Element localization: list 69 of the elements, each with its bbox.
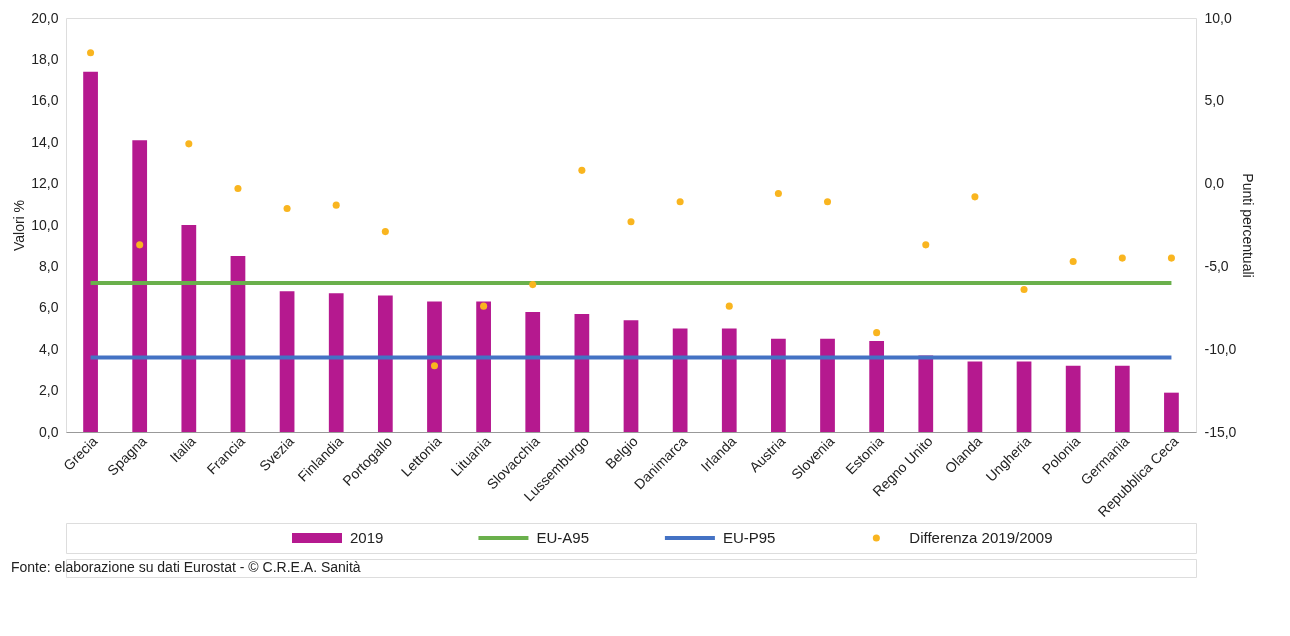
bar (525, 311, 541, 432)
bar (279, 291, 295, 432)
bar (1065, 365, 1081, 432)
bar (672, 328, 688, 432)
bar (377, 295, 393, 432)
point (823, 198, 832, 206)
bar (181, 225, 197, 432)
y-tick-label: 0,0 (39, 423, 59, 440)
legend-label: EU-A95 (536, 529, 589, 546)
point (774, 190, 782, 198)
point (136, 241, 144, 249)
point (480, 302, 488, 310)
point (332, 201, 340, 209)
y-tick-label: 10,0 (31, 216, 59, 233)
point (922, 241, 930, 249)
y-tick-label: 4,0 (39, 340, 59, 357)
y2-tick-label: 5,0 (1204, 92, 1225, 109)
y-tick-label: 14,0 (31, 133, 59, 150)
bar (869, 340, 885, 432)
bar (721, 328, 737, 432)
y2-axis-title: Punti percentuali (1240, 173, 1257, 278)
legend-label: EU-P95 (722, 529, 776, 546)
bar (967, 361, 983, 432)
y-tick-label: 20,0 (31, 9, 59, 26)
bar (132, 140, 148, 432)
bar (476, 301, 491, 432)
y-tick-label: 2,0 (39, 382, 59, 399)
legend-label: Differenza 2019/2009 (909, 529, 1053, 546)
point (430, 362, 439, 370)
y-tick-label: 8,0 (39, 257, 59, 274)
point (1118, 254, 1126, 262)
bar (427, 301, 442, 432)
source-note: Fonte: elaborazione su dati Eurostat - © C.R.E.A. Sanità (11, 559, 361, 575)
bar (1114, 365, 1130, 432)
bar (230, 256, 246, 432)
y-tick-label: 6,0 (39, 299, 59, 316)
point (578, 166, 586, 174)
bar (820, 338, 835, 432)
y2-tick-label: 0,0 (1204, 175, 1225, 192)
point (1167, 254, 1175, 262)
y2-tick-label: -5,0 (1204, 257, 1229, 274)
point (185, 140, 193, 148)
point (873, 329, 881, 337)
point (627, 218, 635, 226)
y2-tick-label: 10,0 (1204, 9, 1232, 26)
point (234, 185, 242, 193)
point (676, 198, 684, 206)
bar (771, 338, 786, 432)
bar (1164, 392, 1179, 432)
point (1020, 286, 1028, 294)
point (529, 281, 537, 289)
bar (83, 71, 98, 432)
y-axis-title: Valori % (11, 199, 28, 252)
point (87, 49, 95, 57)
y-tick-label: 12,0 (31, 175, 59, 192)
bar (574, 314, 590, 432)
point (1069, 257, 1077, 265)
point (381, 228, 389, 236)
y2-tick-label: -10,0 (1204, 340, 1237, 357)
point (725, 302, 733, 310)
y-tick-label: 18,0 (31, 50, 59, 67)
point (283, 204, 291, 212)
point (971, 193, 979, 201)
y2-tick-label: -15,0 (1204, 423, 1237, 440)
bar (1016, 361, 1032, 432)
bar (328, 293, 344, 432)
y-tick-label: 16,0 (31, 92, 59, 109)
bar (623, 320, 639, 432)
legend-label: 2019 (350, 529, 384, 546)
